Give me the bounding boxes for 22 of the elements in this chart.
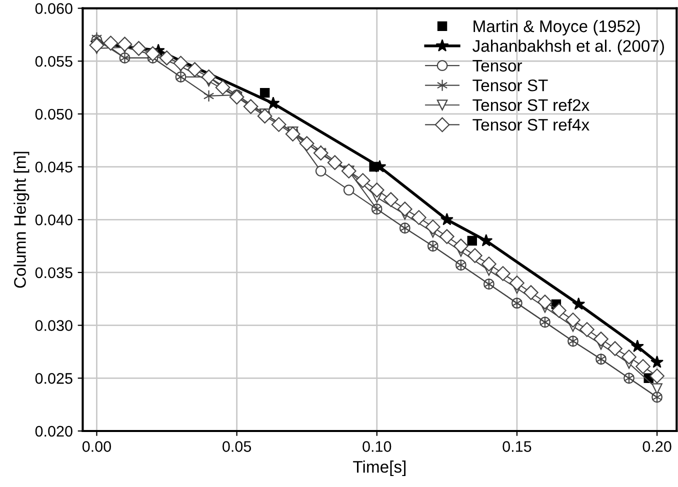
legend-label: Tensor ST ref2x bbox=[472, 98, 590, 111]
legend-label: Jahanbakhsh et al. (2007) bbox=[472, 40, 664, 56]
y-tick-label: 0.055 bbox=[35, 56, 72, 67]
y-tick-label: 0.040 bbox=[35, 214, 72, 226]
y-axis-title: Column Height [m] bbox=[14, 152, 30, 288]
y-tick-label: 0.060 bbox=[35, 3, 72, 14]
x-tick-label: 0.15 bbox=[502, 441, 532, 452]
x-tick-label: 0.20 bbox=[642, 441, 672, 452]
y-tick-label: 0.025 bbox=[35, 373, 72, 384]
y-tick-label: 0.050 bbox=[35, 108, 72, 120]
legend-label: Martin & Moyce (1952) bbox=[474, 20, 640, 36]
x-tick-label: 0.10 bbox=[362, 441, 392, 452]
x-axis-title: Time[s] bbox=[353, 460, 406, 476]
legend-label: Tensor bbox=[472, 60, 522, 72]
y-tick-label: 0.045 bbox=[35, 162, 72, 172]
legend-label: Tensor ST ref4x bbox=[472, 118, 590, 131]
legend-label: Tensor ST bbox=[472, 79, 548, 92]
y-tick-label: 0.020 bbox=[35, 426, 72, 437]
y-tick-label: 0.030 bbox=[35, 320, 72, 331]
x-tick-label: 0.05 bbox=[222, 441, 252, 452]
x-tick-label: 0.00 bbox=[82, 441, 111, 452]
y-tick-label: 0.035 bbox=[35, 267, 72, 278]
